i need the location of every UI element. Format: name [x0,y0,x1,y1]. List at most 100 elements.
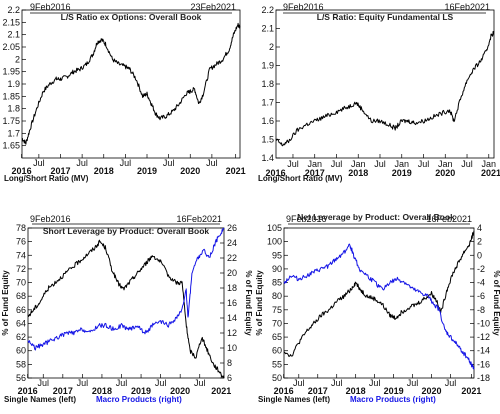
x-year-label: 2021 [461,386,481,396]
y-tick-label: 2.1 [7,30,20,40]
y2-tick-label: 4 [477,223,482,233]
y-tick-label: 1.6 [261,116,274,126]
series-line-single-names [283,230,475,357]
x-year-label: 2021 [211,386,231,396]
series-line-macro-products [283,243,475,370]
x-tick-label: Jul [206,158,218,168]
start-date-label: 9Feb2016 [286,214,327,224]
y-tick-label: 70 [16,278,26,288]
y2-tick-label: 0 [477,250,482,260]
x-tick-label: Jul [77,378,89,388]
chart-title: Net Leverage by Product: Overall Book [297,212,455,222]
legend-macro-products: Macro Products (right) [350,395,436,404]
y2-tick-label: 20 [227,268,237,278]
x-tick-label: Jan [307,159,322,169]
y2-tick-label: 16 [227,298,237,308]
x-year-label: 2021 [481,168,500,178]
y-tick-label: 2.2 [7,5,20,15]
x-tick-label: Jul [331,159,343,169]
y-tick-label: 72 [16,264,26,274]
x-year-label: 2021 [226,166,246,176]
y-axis-left-label: % of Fund Equity [255,270,264,336]
y-tick-label: 1.5 [261,135,274,145]
end-date-label: 16Feb2021 [426,214,472,224]
y-tick-label: 1.8 [261,79,274,89]
y-tick-label: 1.7 [7,128,20,138]
chart-caption: Long/Short Ratio (MV) [258,174,343,183]
y2-tick-label: -16 [477,359,490,369]
x-tick-label: Jul [33,158,45,168]
x-year-label: 2016 [12,166,32,176]
y-tick-label: 2.05 [2,42,20,52]
series-lines [27,227,225,379]
y2-tick-label: 18 [227,283,237,293]
y-tick-label: 2.1 [261,24,274,34]
y2-tick-label: -18 [477,373,490,383]
series-line-macro-products [27,227,225,351]
y-axis-right: -18 -16 -14 -12 -10 -8 -6 -4 -2 0 2 4 [470,223,490,383]
y-tick-label: 60 [272,346,282,356]
y-tick-label: 56 [16,373,26,383]
y-tick-label: 1.4 [261,153,274,163]
x-year-label: 2016 [18,386,38,396]
x-year-label: 2016 [266,168,286,178]
y-tick-label: 1.85 [2,91,20,101]
plot-frame [283,227,475,379]
x-year-label: 2020 [180,166,200,176]
x-year-label: 2019 [392,168,412,178]
x-tick-label: Jul [116,378,128,388]
y2-tick-label: 8 [227,358,232,368]
start-date-label: 9Feb2016 [283,2,324,12]
x-year-label: 2018 [92,386,112,396]
y-tick-label: 62 [16,332,26,342]
y2-tick-label: 14 [227,313,237,323]
start-date-label: 9Feb2016 [30,214,71,224]
y-axis-left-label: % of Fund Equity [1,270,10,336]
y2-tick-label: 10 [227,343,237,353]
y2-tick-label: 12 [227,328,237,338]
x-year-label: 2020 [422,386,442,396]
y-tick-label: 2 [269,42,274,52]
legend-single-names: Single Names (left) [4,395,76,404]
y-tick-label: 1.95 [2,67,20,77]
y-tick-label: 90 [272,264,282,274]
y2-tick-label: 26 [227,223,237,233]
x-year-label: 2020 [170,386,190,396]
x-tick-label: Jul [194,378,206,388]
y-tick-label: 60 [16,346,26,356]
y2-tick-label: -2 [477,264,485,274]
y-tick-label: 50 [272,373,282,383]
x-tick-label: Jul [418,159,430,169]
x-tick-label: Jul [76,158,88,168]
y-tick-label: 76 [16,237,26,247]
y2-tick-label: 6 [227,373,232,383]
x-year-label: 2018 [346,386,366,396]
y2-tick-label: -14 [477,346,490,356]
x-year-label: 2017 [50,166,70,176]
x-year-label: 2018 [94,166,114,176]
y-tick-label: 78 [16,223,26,233]
y-axis-left: 50 55 60 65 70 75 80 85 90 95 100 105 [267,223,288,383]
series-line-single-names [27,239,225,379]
y2-tick-label: 22 [227,253,237,263]
y-tick-label: 2.2 [261,5,274,15]
x-year-label: 2018 [348,168,368,178]
y-tick-label: 1.8 [7,104,20,114]
chart-panel-ls-overall: 9Feb2016 23Feb2021 L/S Ratio ex Options:… [2,2,245,183]
x-tick-label: Jul [37,378,49,388]
x-tick-label: Jan [394,159,409,169]
x-year-label: 2020 [435,168,455,178]
y-tick-label: 75 [272,305,282,315]
y2-tick-label: -8 [477,305,485,315]
x-tick-label: Jul [461,159,473,169]
chart-title: Short Leverage by Product: Overall Book [43,226,210,236]
x-tick-label: Jul [407,378,419,388]
legend-macro-products: Macro Products (right) [96,395,182,404]
x-year-label: 2019 [137,166,157,176]
x-tick-label: Jul [293,378,305,388]
x-axis: Jul Jan Jul Jan Jul Jan Jul Jan Jul Jan 2016 2017 20… [266,154,500,178]
y-axis-left: 1.4 1.5 1.6 1.7 1.8 1.9 2 2.1 2.2 [261,5,280,163]
